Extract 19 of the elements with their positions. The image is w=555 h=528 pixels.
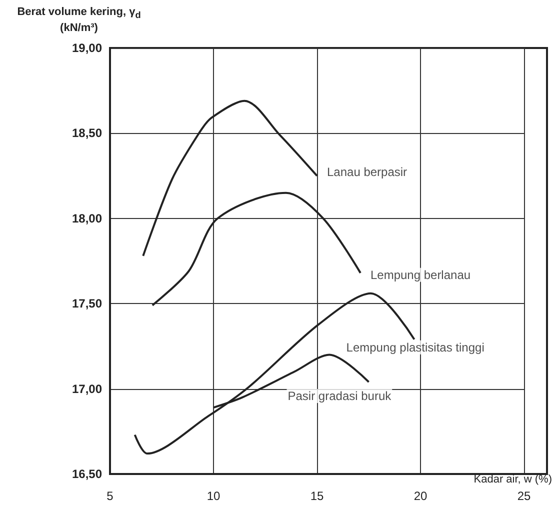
x-tick-label: 25 [517,489,531,503]
y-tick-label: 17,00 [72,382,102,396]
x-tick-label: 10 [206,489,220,503]
series-label: Lempung plastisitas tinggi [346,340,484,354]
text: Berat volume kering, γ$_{d}$ (kN/m³) [17,6,141,34]
x-axis-title: Kadar air, w (%) [474,474,552,486]
y-tick-label: 16,50 [72,467,102,481]
line-series [151,192,362,306]
x-tick-label: 5 [106,489,114,503]
x-tick-label: 15 [310,489,324,503]
line-series [142,100,318,257]
series-label: Lempung berlanau [370,268,471,282]
y-tick-label: 17,50 [72,296,102,311]
x-tick-label: 20 [414,489,428,503]
series-label: Lanau berpasir [327,164,408,179]
series-label: Pasir gradasi buruk [288,388,392,403]
y-tick-label: 18,50 [72,126,102,140]
y-tick-label: 18,00 [72,211,102,226]
y-tick-label: 19,00 [72,41,102,55]
